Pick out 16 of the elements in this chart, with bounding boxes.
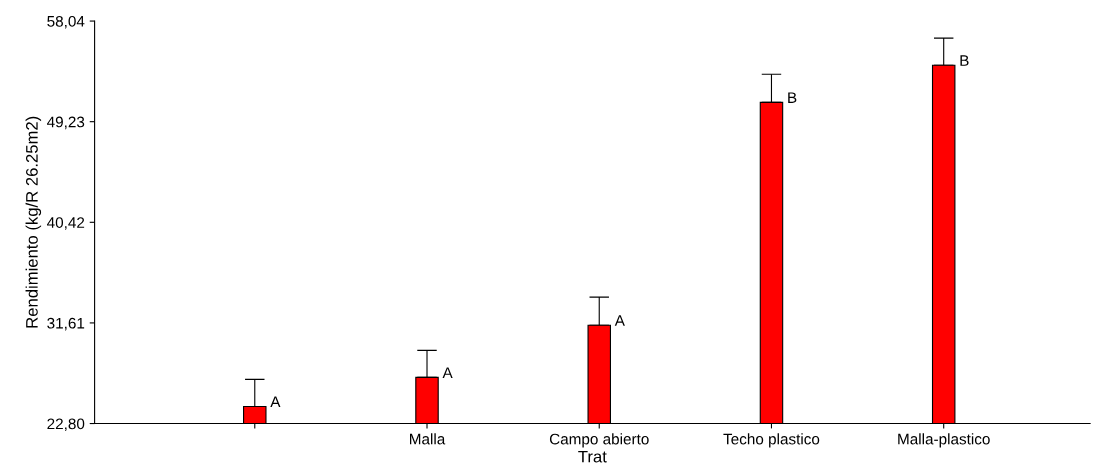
x-axis-title: Trat [578, 450, 607, 463]
y-tick-label: 40,42 [47, 217, 85, 230]
y-axis-title: Rendimiento (kg/R 26.25m2) [25, 116, 42, 328]
x-tick-label: Campo abierto [549, 433, 649, 448]
y-tick-label: 49,23 [47, 116, 85, 130]
data-label: A [442, 367, 453, 378]
y-tick-label: 58,04 [47, 15, 85, 29]
data-label: A [614, 315, 625, 326]
x-tick-label: Malla [410, 433, 446, 445]
x-tick-label: Malla-plastico [898, 433, 990, 448]
y-tick-label: 22,80 [47, 418, 85, 432]
data-label: B [960, 55, 969, 66]
data-label: A [270, 396, 281, 408]
x-tick-label: Techo plastico [723, 433, 820, 448]
y-tick-label: 31,61 [47, 317, 85, 331]
data-label: B [788, 92, 797, 103]
